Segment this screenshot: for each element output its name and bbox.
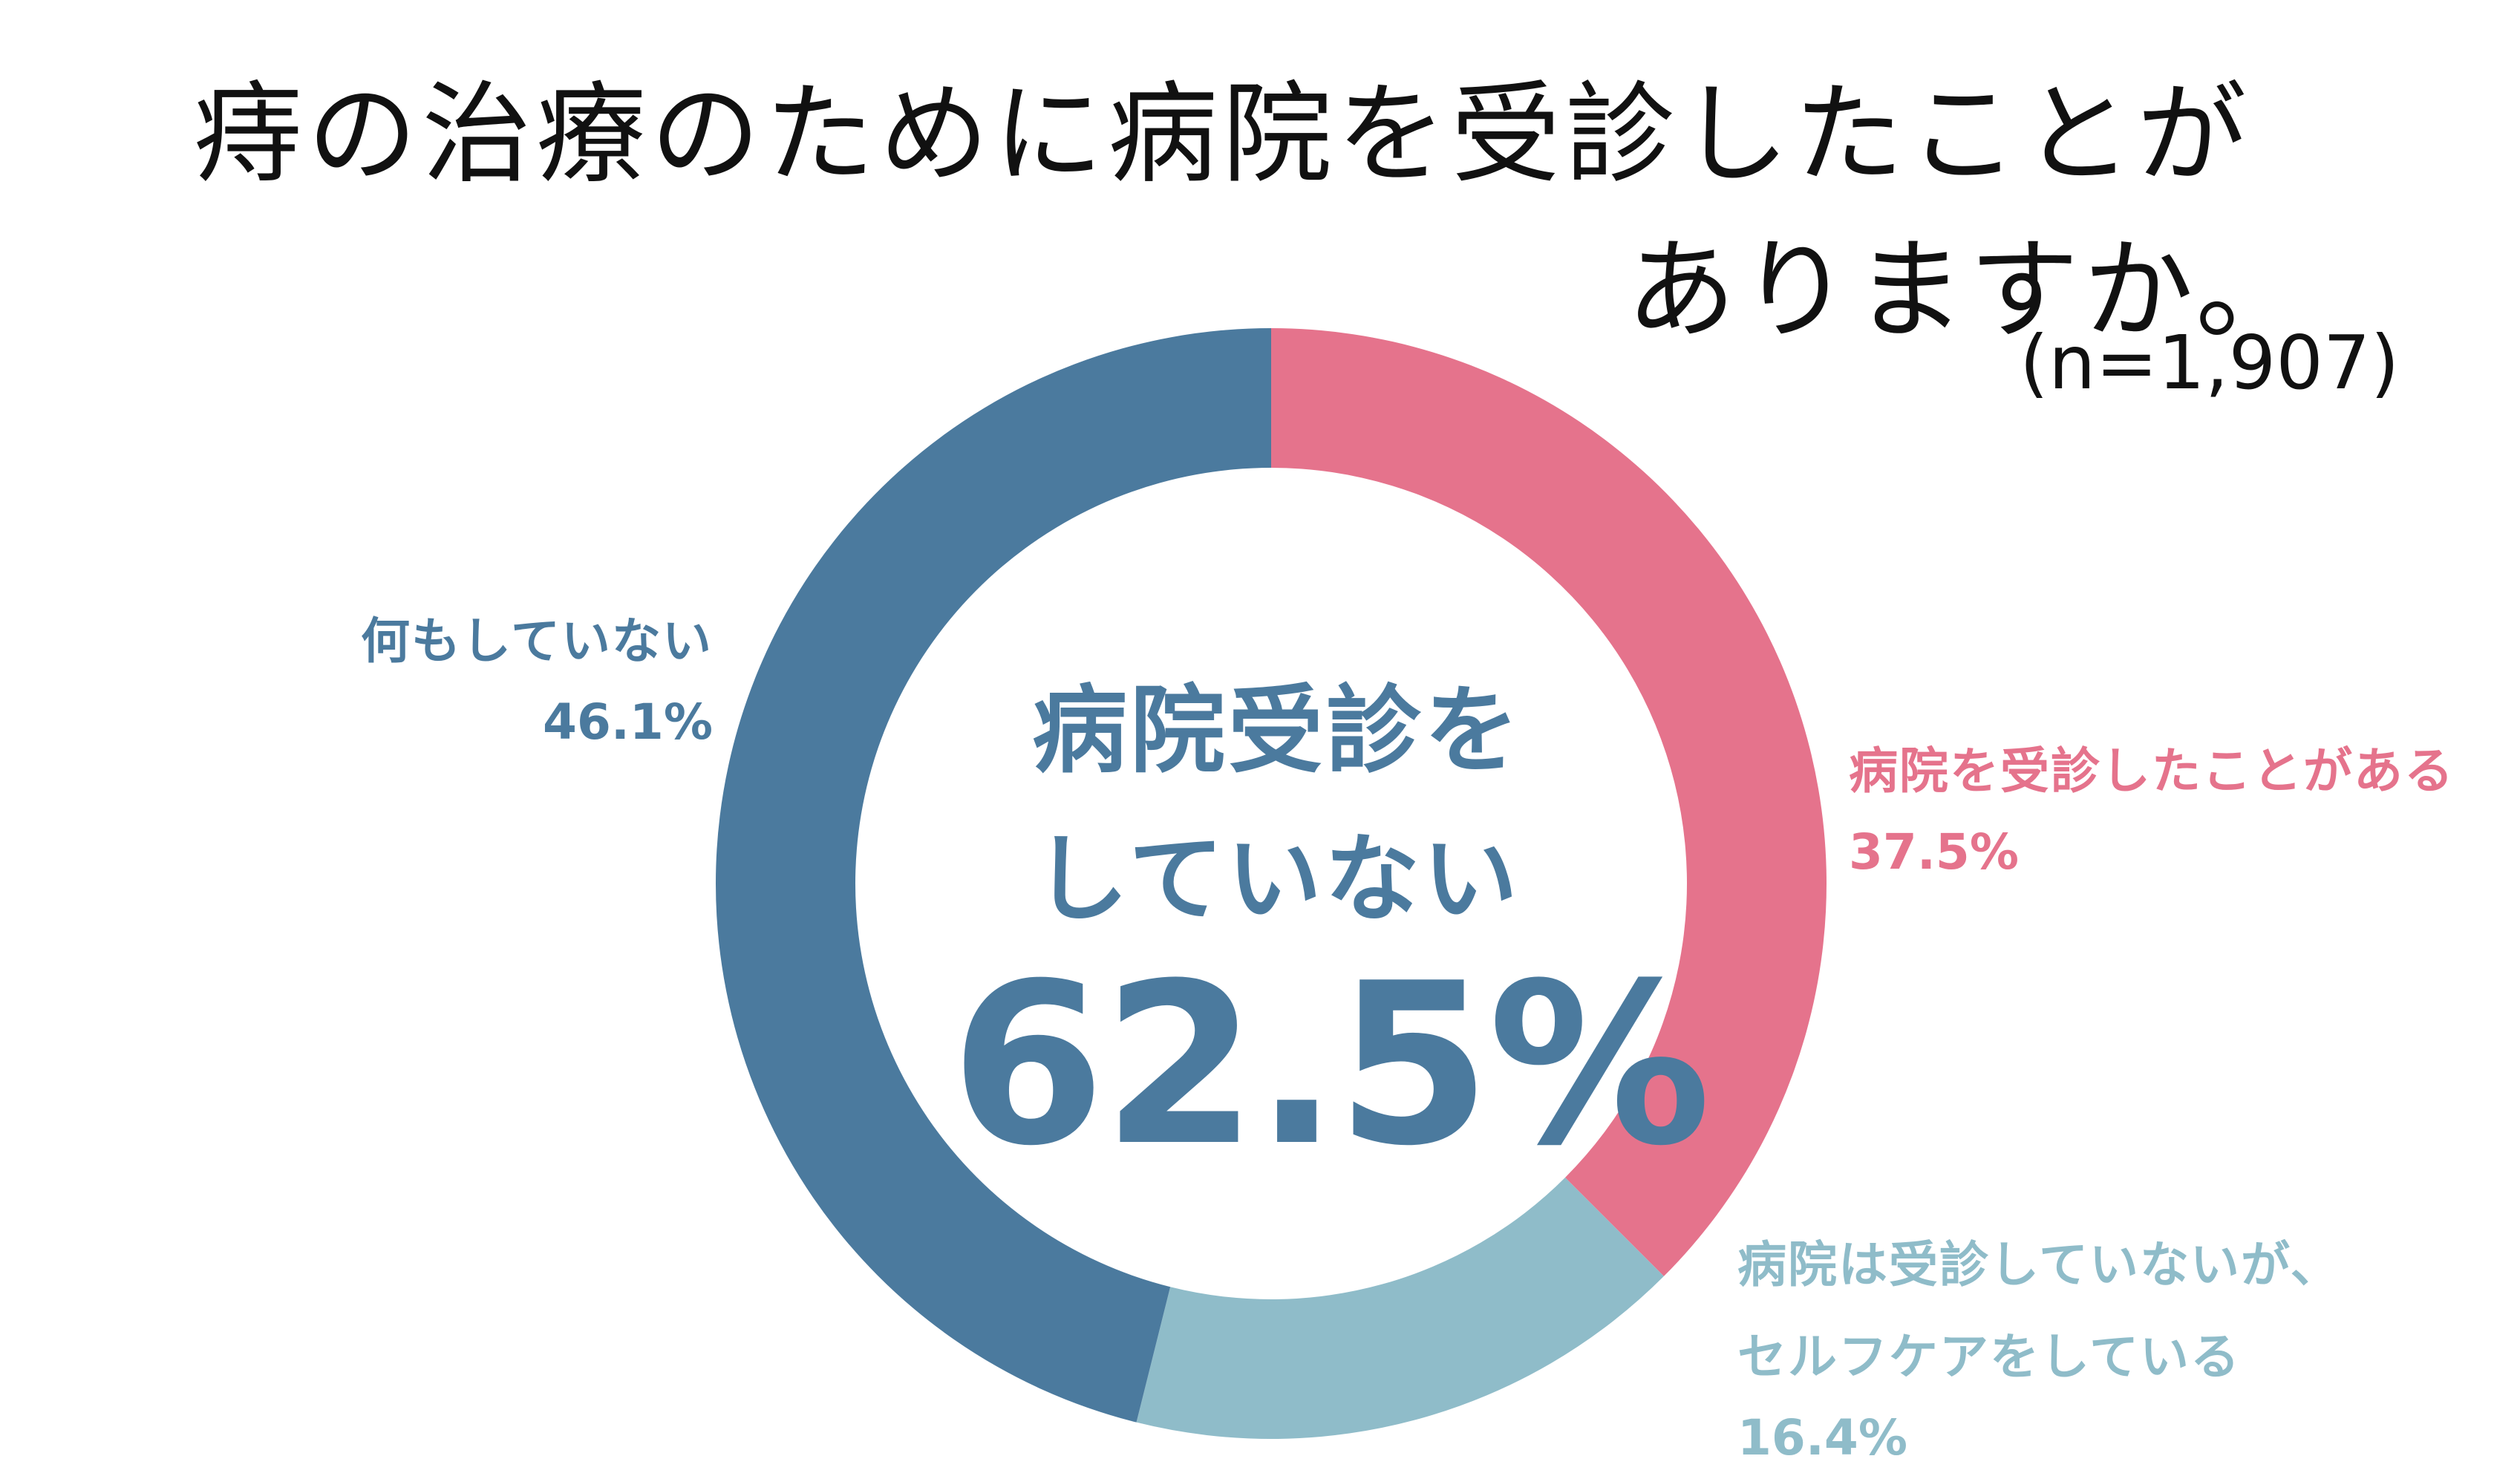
slice-label-visited-value: 37.5% <box>1849 823 2019 881</box>
donut-slice-0 <box>1271 328 1827 1276</box>
center-label-line-1: 病院受診を <box>1031 676 1522 786</box>
sample-size-label: (n=1,907) <box>2020 319 2400 406</box>
slice-label-nothing-text: 何もしていない <box>360 613 713 670</box>
center-value: 62.5% <box>950 936 1711 1195</box>
slice-label-selfcare-line-1: 病院は受診していないが、 <box>1737 1236 2341 1293</box>
title-line-1: 痔の治療のために病院を受診したことが <box>193 71 2251 198</box>
slice-label-selfcare: 病院は受診していないが、 セルフケアをしている 16.4% <box>1737 1225 2341 1466</box>
slice-label-selfcare-value: 16.4% <box>1737 1409 1907 1466</box>
slice-label-nothing-value: 46.1% <box>543 693 713 751</box>
donut-slice-1 <box>1136 1177 1664 1439</box>
slice-label-visited-text: 病院を受診したことがある <box>1849 742 2455 800</box>
center-label-line-2: していない <box>1033 824 1521 935</box>
slice-label-nothing: 何もしていない 46.1% <box>349 601 713 751</box>
slice-label-visited: 病院を受診したことがある 37.5% <box>1849 731 2455 881</box>
title-line-2: ありますか。 <box>1626 226 2311 354</box>
donut-slice-2 <box>716 328 1271 1423</box>
slice-label-selfcare-line-2: セルフケアをしている <box>1737 1328 2242 1385</box>
